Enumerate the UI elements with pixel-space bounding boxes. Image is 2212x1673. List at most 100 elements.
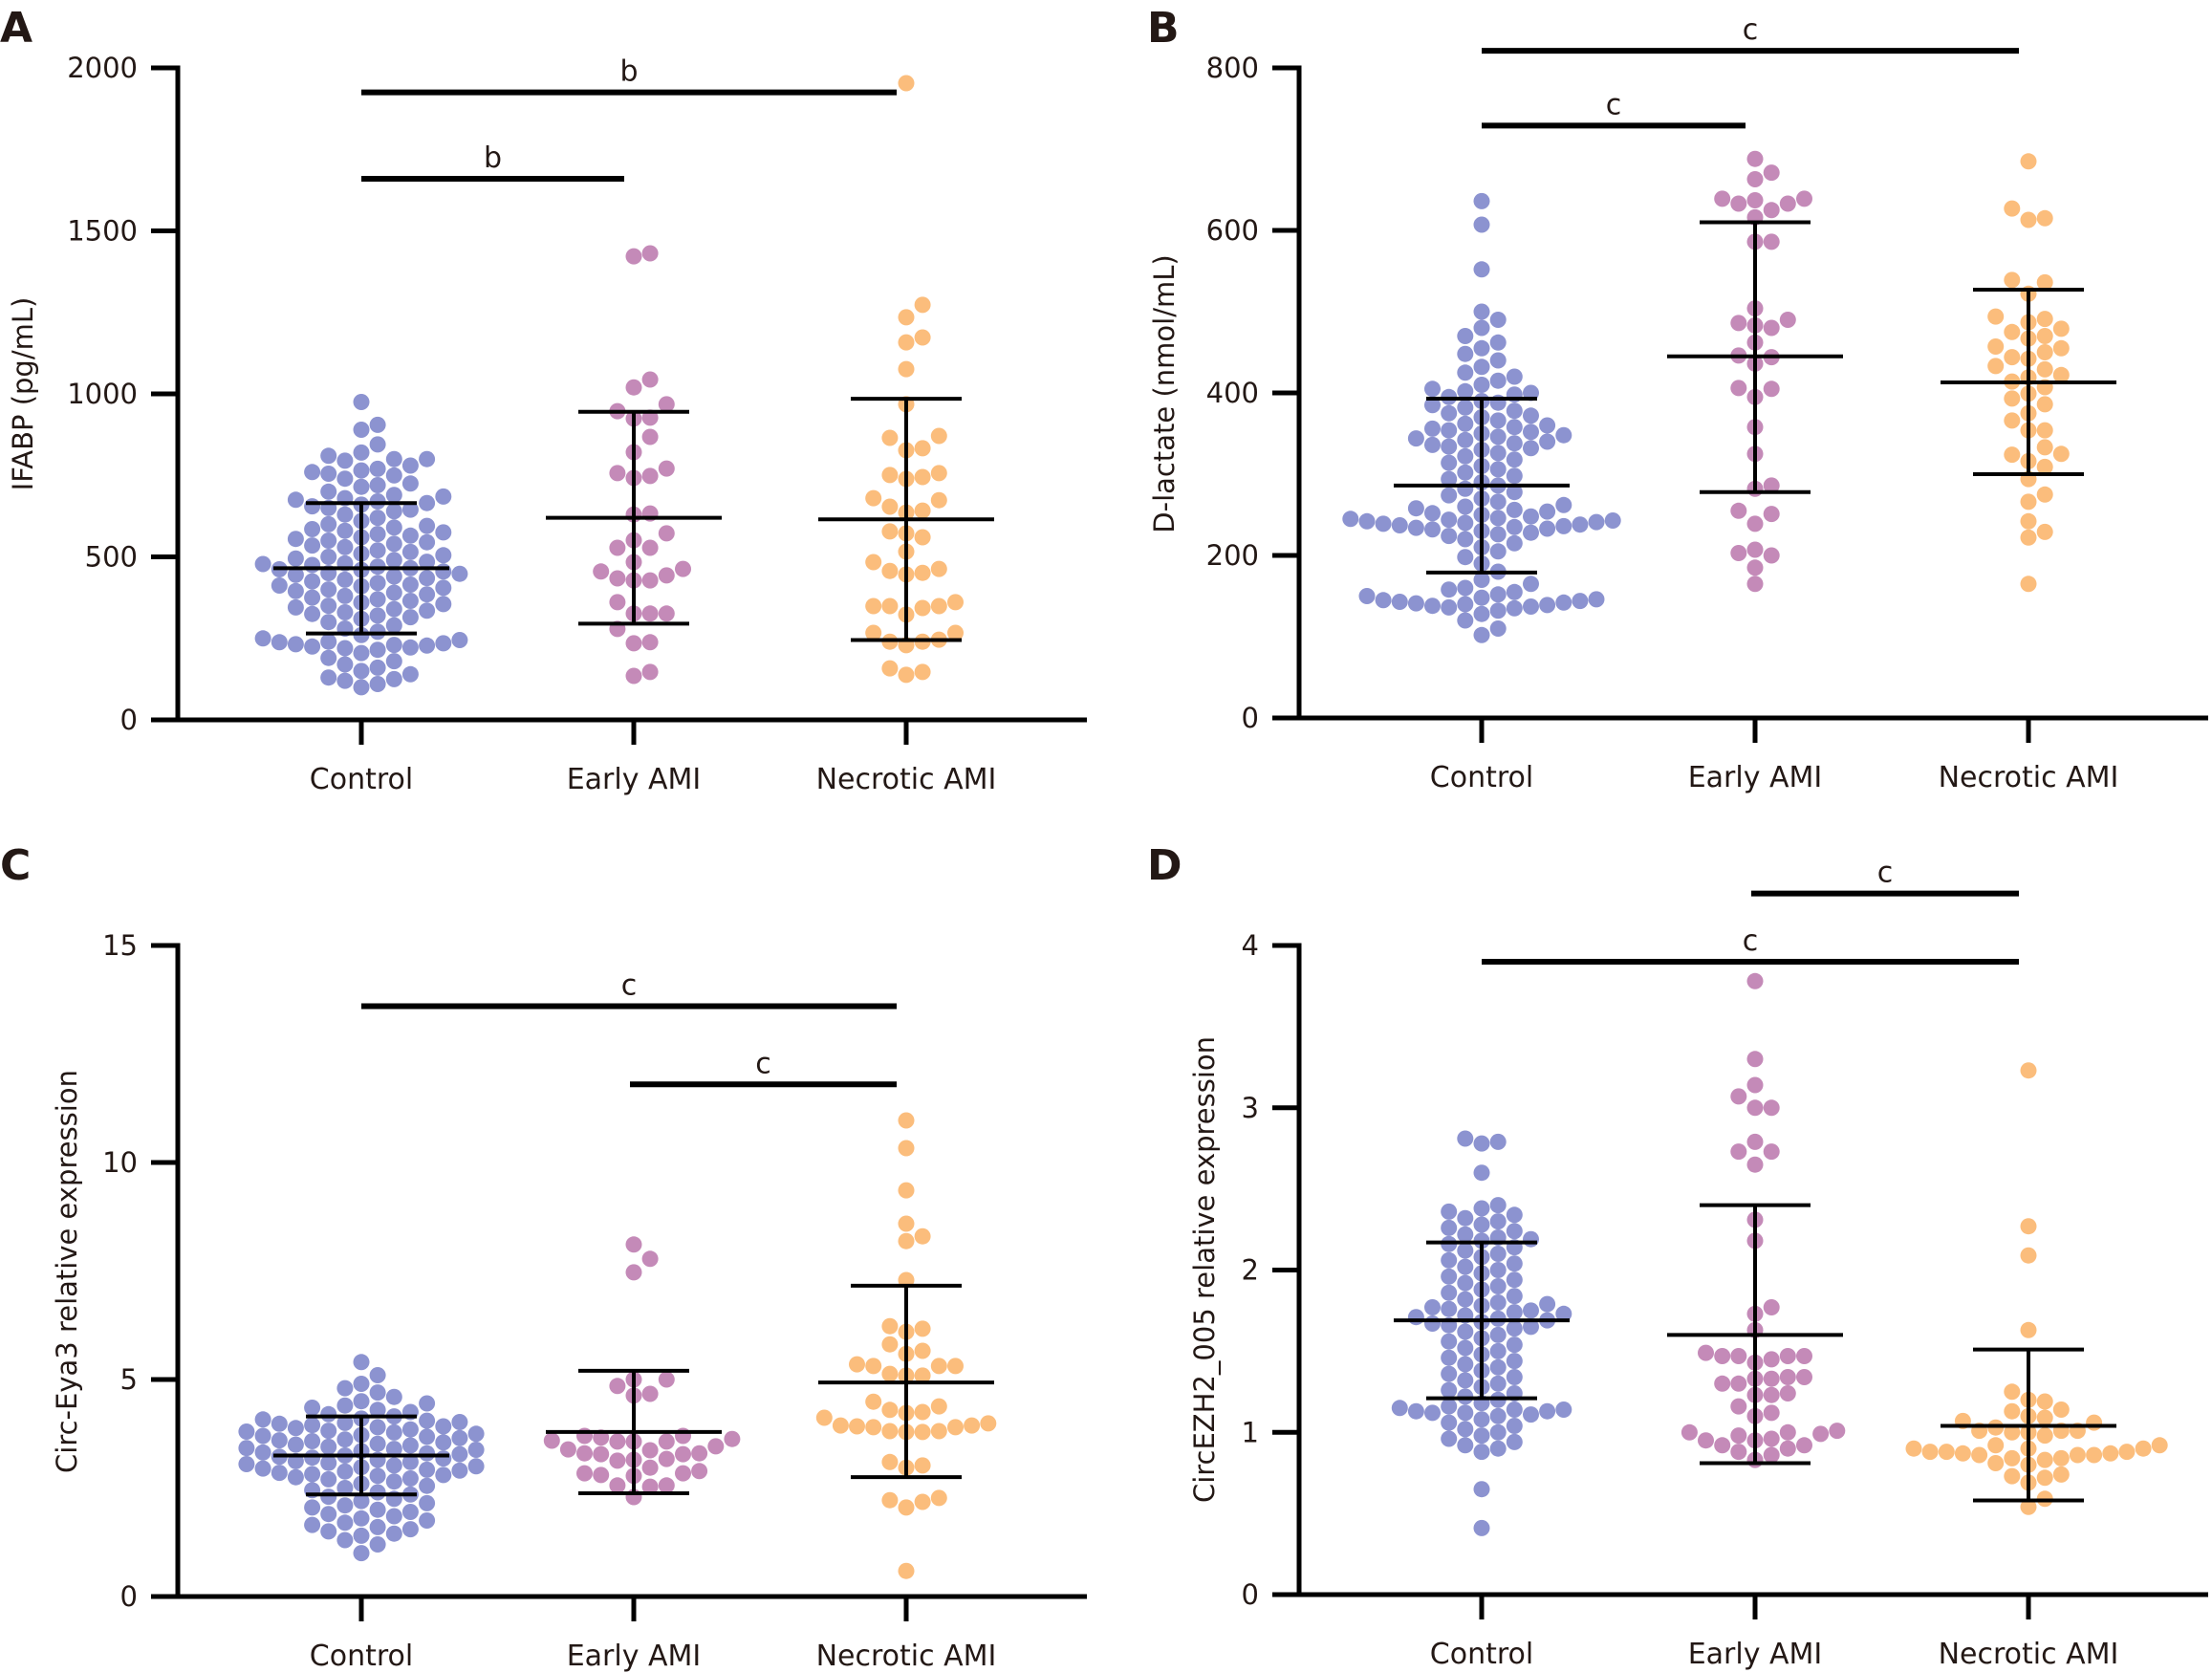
data-point [271,577,288,594]
data-point [254,555,271,573]
data-point [1746,972,1764,989]
data-point [1730,1088,1747,1105]
data-point [419,570,436,587]
data-point [1424,521,1441,538]
data-point [2036,422,2053,439]
data-point [419,1477,436,1494]
data-point [1473,319,1490,337]
data-point [320,1506,337,1523]
data-point [1441,1203,1458,1220]
data-point [1730,1427,1747,1445]
data-point [353,1527,370,1544]
data-point [336,604,354,620]
data-point [287,636,304,653]
data-point [401,457,419,474]
data-point [1441,470,1458,488]
data-point [1506,1304,1523,1321]
data-point [238,1423,255,1440]
data-point [914,468,931,486]
data-point [1441,422,1458,439]
data-point [336,587,354,604]
data-point [1829,1423,1846,1440]
data-point [369,575,386,592]
data-point [2135,1440,2152,1457]
data-point [641,1250,659,1268]
panel-letter: B [1147,4,1180,53]
data-point [336,1514,354,1532]
data-point [385,519,402,536]
data-point [1441,438,1458,455]
data-point [641,1478,659,1495]
data-point [881,562,899,579]
data-point [675,1445,691,1463]
data-point [287,1436,304,1453]
data-point [914,1457,931,1474]
data-point [609,465,626,482]
data-point [2020,493,2037,511]
data-point [1407,1309,1424,1326]
data-point [1588,591,1605,608]
data-point [1506,368,1523,385]
data-point [320,466,337,482]
data-point [419,517,436,534]
data-point [1457,612,1474,629]
data-point [1489,1278,1507,1294]
series-early-ami [546,245,722,684]
data-point [451,632,468,648]
data-point [658,460,675,477]
data-point [1489,352,1507,369]
data-point [1391,594,1408,610]
data-point [304,1433,321,1449]
data-point [353,1376,370,1392]
data-point [1921,1444,1939,1461]
data-point [1424,1404,1441,1422]
data-point [1457,514,1474,532]
data-point [304,464,321,481]
data-point [881,1491,899,1509]
data-point [914,329,931,346]
data-point [254,1427,271,1445]
data-point [1539,417,1556,434]
data-point [1457,1323,1474,1340]
significance-label: c [1743,13,1759,47]
data-point [2004,1402,2021,1420]
data-point [385,653,402,670]
data-point [287,598,304,616]
data-point [401,527,419,544]
data-point [1812,1425,1830,1443]
data-point [385,450,402,467]
data-point [1506,583,1523,600]
data-point [401,576,419,593]
data-point [2036,209,2053,227]
data-point [658,1433,675,1450]
data-point [2052,1401,2070,1418]
data-point [1506,1288,1523,1305]
data-point [1506,534,1523,552]
data-point [435,1467,452,1484]
data-point [1489,445,1507,462]
data-point [1489,1423,1507,1441]
data-point [336,470,354,488]
data-point [898,360,915,378]
data-point [1555,496,1572,513]
data-point [2020,153,2037,170]
data-point [1730,315,1747,332]
data-point [980,1415,997,1432]
data-point [1506,1369,1523,1385]
data-point [1473,605,1490,622]
significance-label: c [1606,88,1622,121]
data-point [898,666,915,684]
data-point [641,1442,659,1459]
data-point [336,538,354,555]
data-point [625,1264,642,1281]
data-point [451,565,468,582]
data-point [1730,1348,1747,1364]
x-tick-label: Necrotic AMI [816,763,997,796]
data-point [1441,1414,1458,1431]
data-point [1457,531,1474,548]
data-point [369,1384,386,1401]
data-point [881,660,899,677]
data-point [658,605,675,622]
data-point [1457,382,1474,400]
data-point [1763,1099,1780,1117]
